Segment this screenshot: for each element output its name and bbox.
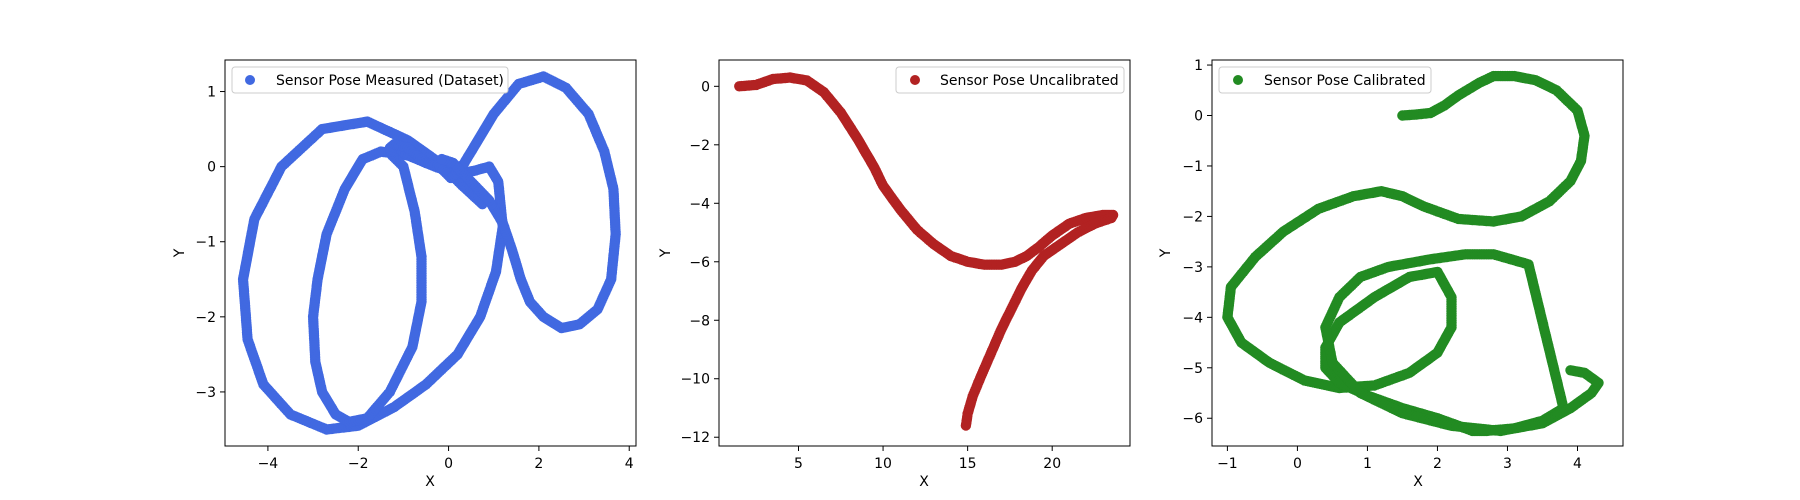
y-tick-label: −2 — [195, 310, 216, 326]
x-axis-label: X — [919, 474, 929, 490]
scatter-point — [960, 420, 972, 431]
x-tick-label: 0 — [444, 456, 453, 472]
legend: Sensor Pose Uncalibrated — [895, 66, 1125, 94]
y-tick-label: 1 — [207, 85, 216, 101]
legend: Sensor Pose Measured (Dataset) — [231, 66, 509, 94]
y-ticks: 0 −2 −4 −6 −8 −10 −12 — [680, 79, 719, 446]
legend-marker — [245, 75, 255, 85]
y-tick-label: −10 — [680, 372, 710, 388]
x-tick-label: 5 — [794, 456, 803, 472]
scatter-point — [1565, 365, 1576, 376]
legend-label: Sensor Pose Calibrated — [1264, 73, 1426, 89]
x-ticks: −4 −2 0 2 4 — [258, 446, 634, 472]
y-tick-label: 0 — [701, 79, 710, 95]
legend-box — [895, 66, 1125, 94]
x-tick-label: 3 — [1503, 456, 1512, 472]
y-tick-label: −3 — [1182, 260, 1203, 276]
x-tick-label: 15 — [959, 456, 977, 472]
y-tick-label: −12 — [680, 430, 710, 446]
x-tick-label: 1 — [1363, 456, 1372, 472]
x-tick-label: −4 — [258, 456, 279, 472]
x-tick-label: −2 — [348, 456, 369, 472]
plot-frame — [718, 59, 1131, 447]
x-tick-label: 4 — [1573, 456, 1582, 472]
legend-marker — [1233, 75, 1243, 85]
x-axis-label: X — [1413, 474, 1423, 490]
y-ticks: −3 −2 −1 0 1 — [195, 85, 225, 401]
y-ticks: 1 0 −1 −2 −3 −4 −5 −6 — [1182, 58, 1212, 427]
x-tick-label: 10 — [874, 456, 892, 472]
legend-label: Sensor Pose Uncalibrated — [940, 73, 1119, 89]
x-tick-label: 4 — [625, 456, 634, 472]
scatter-points — [734, 72, 1119, 431]
y-axis-label: Y — [172, 248, 188, 258]
legend-label: Sensor Pose Measured (Dataset) — [276, 73, 504, 89]
y-axis-label: Y — [658, 248, 674, 258]
x-ticks: −1 0 1 2 3 4 — [1217, 446, 1582, 472]
y-tick-label: −3 — [195, 385, 216, 401]
y-tick-label: −4 — [689, 196, 710, 212]
legend-marker — [910, 75, 920, 85]
x-tick-label: 0 — [1293, 456, 1302, 472]
subplot-calibrated: −1 0 1 2 3 4 1 0 −1 −2 −3 −4 −5 −6 X Y Sensor Pose C… — [1158, 58, 1624, 490]
y-tick-label: −6 — [1182, 411, 1203, 427]
x-ticks: 5 10 15 20 — [794, 446, 1061, 472]
y-tick-label: −6 — [689, 255, 710, 271]
y-tick-label: −2 — [1182, 209, 1203, 225]
subplot-uncalibrated: 5 10 15 20 0 −2 −4 −6 −8 −10 −12 X Y Sensor Pose … — [658, 59, 1131, 490]
legend-box — [1218, 66, 1432, 94]
scatter-points — [1222, 70, 1604, 437]
plot-frame — [224, 59, 637, 447]
y-tick-label: 0 — [207, 160, 216, 176]
y-tick-label: −4 — [1182, 310, 1203, 326]
x-tick-label: 20 — [1043, 456, 1061, 472]
y-tick-label: −5 — [1182, 361, 1203, 377]
y-tick-label: 0 — [1194, 109, 1203, 125]
y-tick-label: −1 — [195, 235, 216, 251]
scatter-point — [436, 153, 447, 165]
y-axis-label: Y — [1158, 248, 1174, 258]
x-tick-label: −1 — [1217, 456, 1238, 472]
x-tick-label: 2 — [1433, 456, 1442, 472]
legend: Sensor Pose Calibrated — [1218, 66, 1432, 94]
y-tick-label: −8 — [689, 313, 710, 329]
scatter-points — [237, 71, 621, 435]
y-tick-label: −1 — [1182, 159, 1203, 175]
subplot-measured: −4 −2 0 2 4 −3 −2 −1 0 1 X Y Sensor Pose Measure… — [172, 59, 637, 490]
y-tick-label: 1 — [1194, 58, 1203, 74]
y-tick-label: −2 — [689, 138, 710, 154]
legend-box — [231, 66, 509, 94]
x-axis-label: X — [425, 474, 435, 490]
x-tick-label: 2 — [534, 456, 543, 472]
